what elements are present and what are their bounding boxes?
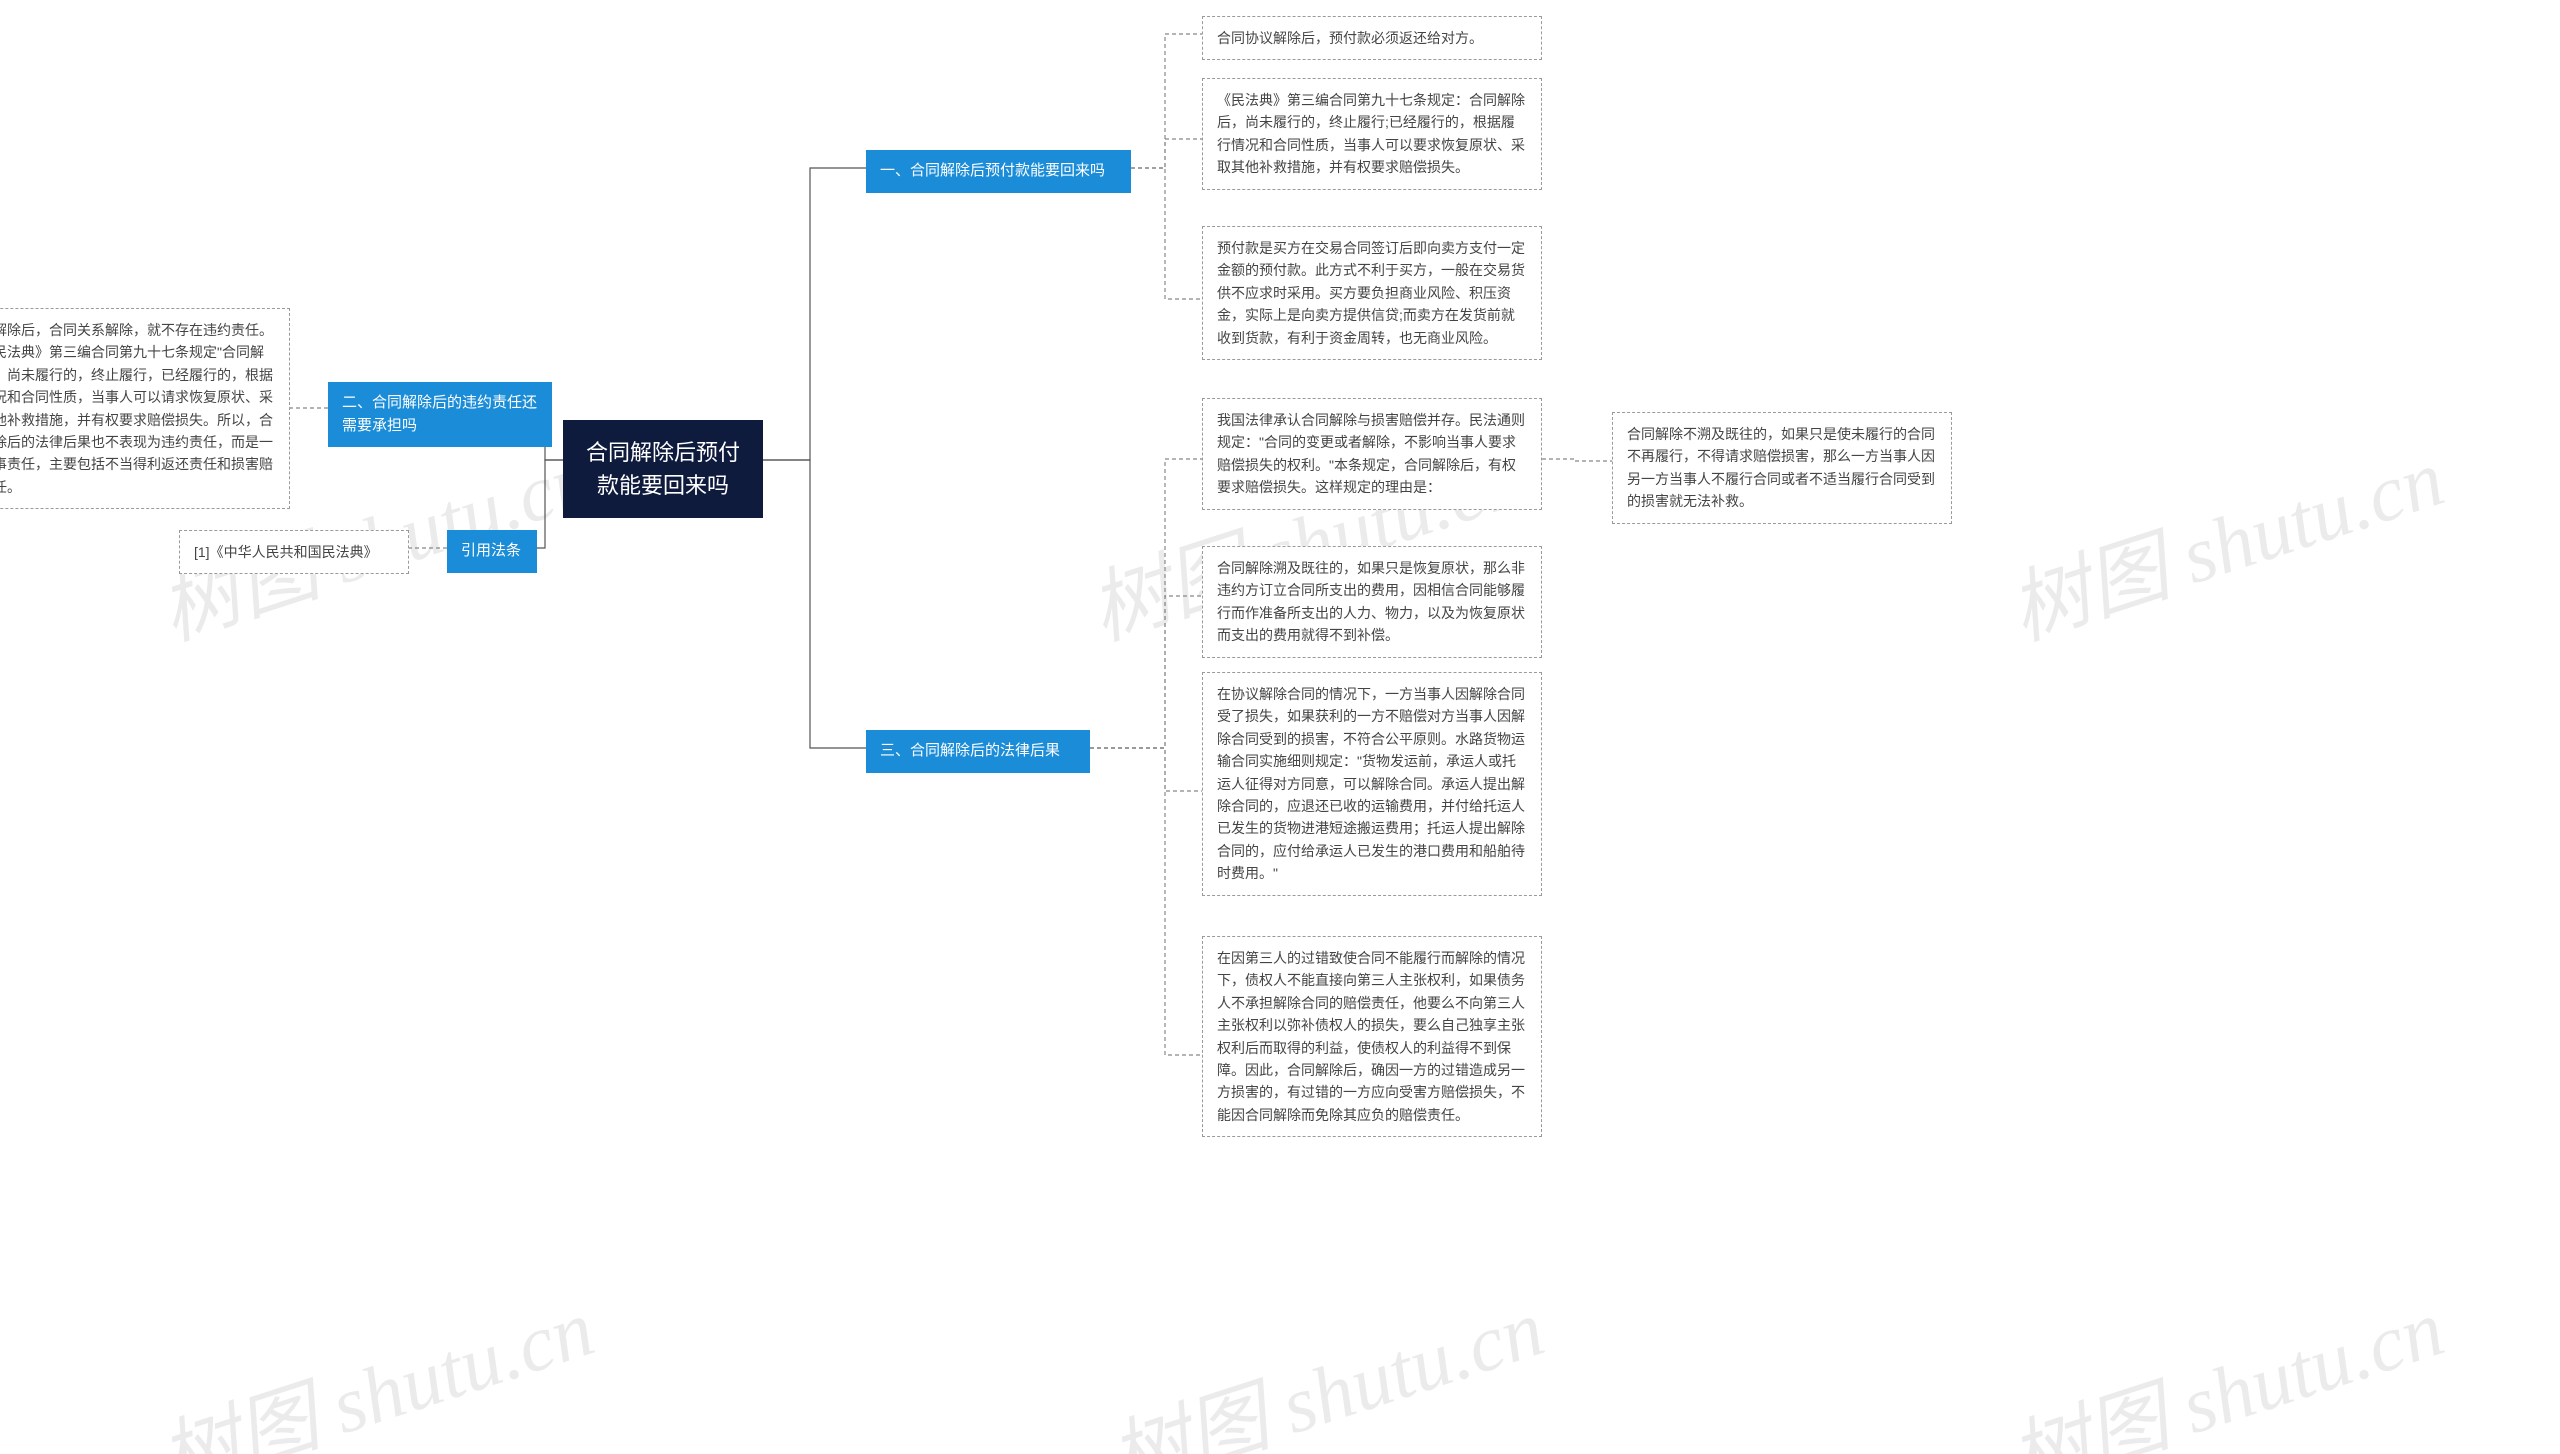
branch-label: 三、合同解除后的法律后果 (880, 742, 1060, 759)
leaf-sub-node: 合同解除不溯及既往的，如果只是使未履行的合同不再履行，不得请求赔偿损害，那么一方… (1612, 412, 1952, 524)
branch-label: 引用法条 (461, 542, 521, 559)
branch-citation[interactable]: 引用法条 (447, 530, 537, 573)
branch-section-3[interactable]: 三、合同解除后的法律后果 (866, 730, 1090, 773)
leaf-node: 在因第三人的过错致使合同不能履行而解除的情况下，债权人不能直接向第三人主张权利，… (1202, 936, 1542, 1137)
branch-section-2[interactable]: 二、合同解除后的违约责任还需要承担吗 (328, 382, 552, 447)
root-label: 合同解除后预付款能要回来吗 (586, 440, 740, 498)
branch-label: 二、合同解除后的违约责任还需要承担吗 (342, 394, 537, 434)
leaf-node: 合同解除溯及既往的，如果只是恢复原状，那么非违约方订立合同所支出的费用，因相信合… (1202, 546, 1542, 658)
root-node[interactable]: 合同解除后预付款能要回来吗 (563, 420, 763, 518)
leaf-node: 我国法律承认合同解除与损害赔偿并存。民法通则规定："合同的变更或者解除，不影响当… (1202, 398, 1542, 510)
watermark: 树图 shutu.cn (143, 1263, 606, 1454)
leaf-node: 《民法典》第三编合同第九十七条规定：合同解除后，尚未履行的，终止履行;已经履行的… (1202, 78, 1542, 190)
leaf-node: [1]《中华人民共和国民法典》 (179, 530, 409, 574)
branch-label: 一、合同解除后预付款能要回来吗 (880, 162, 1105, 179)
watermark: 树图 shutu.cn (1093, 1263, 1556, 1454)
watermark: 树图 shutu.cn (1993, 413, 2456, 662)
leaf-node: 预付款是买方在交易合同签订后即向卖方支付一定金额的预付款。此方式不利于买方，一般… (1202, 226, 1542, 360)
watermark: 树图 shutu.cn (1993, 1263, 2456, 1454)
leaf-node: 合同解除后，合同关系解除，就不存在违约责任。但《民法典》第三编合同第九十七条规定… (0, 308, 290, 509)
leaf-node: 在协议解除合同的情况下，一方当事人因解除合同受了损失，如果获利的一方不赔偿对方当… (1202, 672, 1542, 896)
leaf-node: 合同协议解除后，预付款必须返还给对方。 (1202, 16, 1542, 60)
branch-section-1[interactable]: 一、合同解除后预付款能要回来吗 (866, 150, 1131, 193)
